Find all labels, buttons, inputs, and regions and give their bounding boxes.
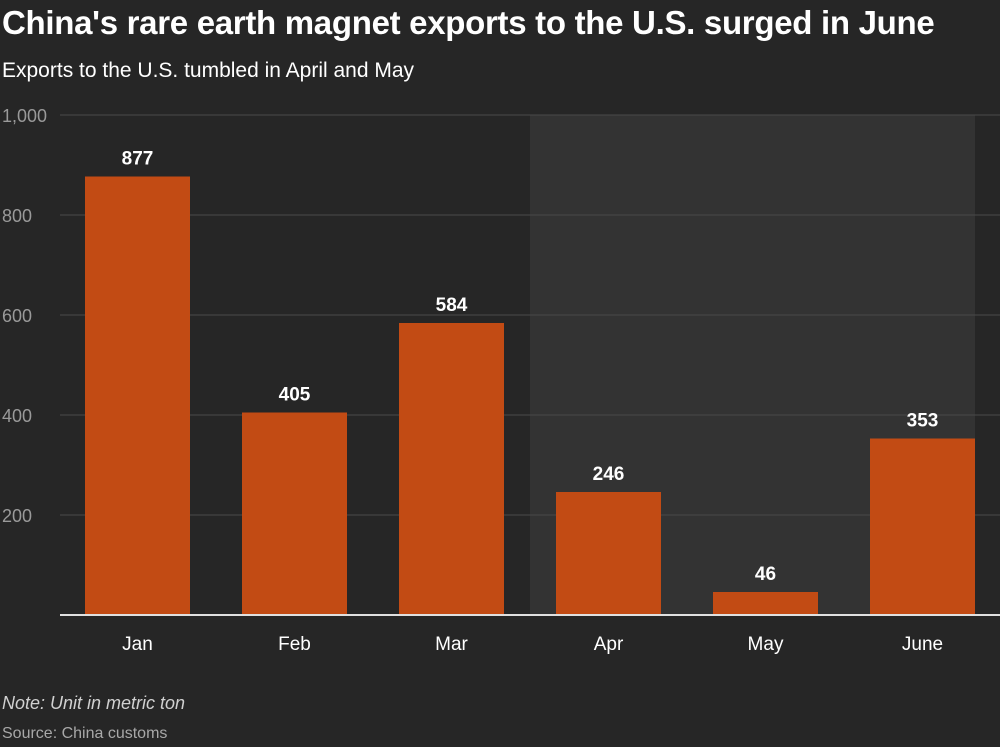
x-tick-label: Apr	[594, 634, 624, 655]
bar	[85, 176, 190, 615]
chart-title: China's rare earth magnet exports to the…	[2, 4, 935, 41]
x-tick-label: Jan	[122, 634, 153, 655]
data-label: 353	[907, 411, 939, 432]
x-tick-label: May	[748, 634, 784, 655]
y-tick-label: 400	[2, 406, 32, 426]
data-label: 405	[279, 385, 311, 406]
x-tick-label: Mar	[435, 634, 468, 655]
data-label: 246	[593, 464, 625, 485]
bar	[242, 412, 347, 615]
data-label: 877	[122, 149, 154, 170]
chart-subtitle: Exports to the U.S. tumbled in April and…	[2, 59, 415, 82]
bar	[556, 492, 661, 615]
bar	[399, 323, 504, 615]
y-tick-label: 600	[2, 306, 32, 326]
x-tick-label: June	[902, 634, 943, 655]
data-label: 46	[755, 564, 776, 585]
chart-note: Note: Unit in metric ton	[2, 693, 186, 713]
bar	[870, 438, 975, 615]
y-tick-label: 800	[2, 206, 32, 226]
chart-source: Source: China customs	[2, 725, 168, 742]
data-label: 584	[436, 295, 468, 316]
y-tick-label: 200	[2, 506, 32, 526]
x-tick-label: Feb	[278, 634, 311, 655]
y-tick-label: 1,000	[2, 106, 47, 126]
bar	[713, 592, 818, 615]
